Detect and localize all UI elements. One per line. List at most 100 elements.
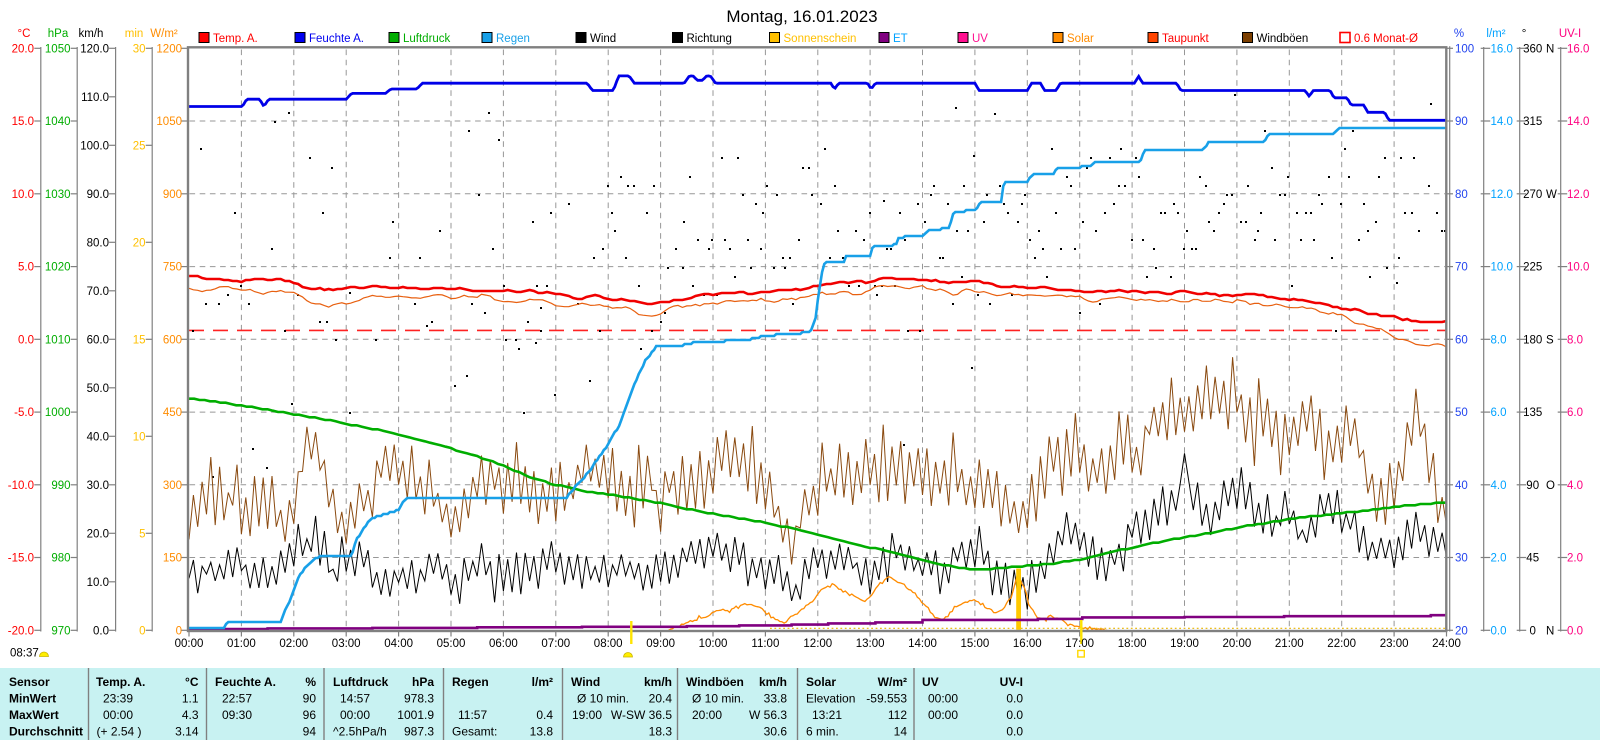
svg-text:05:00: 05:00 <box>437 638 466 650</box>
svg-text:UV: UV <box>972 33 988 45</box>
svg-text:20:00: 20:00 <box>692 708 722 722</box>
svg-text:08:37: 08:37 <box>10 648 39 660</box>
svg-text:5.0: 5.0 <box>18 262 34 274</box>
svg-text:16:00: 16:00 <box>1013 638 1042 650</box>
svg-text:1030: 1030 <box>45 189 71 201</box>
svg-text:16.0: 16.0 <box>1567 43 1589 55</box>
svg-text:13.8: 13.8 <box>530 725 554 739</box>
svg-text:100.0: 100.0 <box>80 140 109 152</box>
svg-text:W: W <box>1546 189 1557 201</box>
svg-text:110.0: 110.0 <box>81 92 109 104</box>
svg-text:90: 90 <box>303 692 317 706</box>
svg-text:Elevation: Elevation <box>806 692 855 706</box>
svg-text:°C: °C <box>185 675 199 689</box>
svg-text:13:00: 13:00 <box>856 638 885 650</box>
svg-text:00:00: 00:00 <box>103 708 133 722</box>
svg-text:11:00: 11:00 <box>751 638 779 650</box>
svg-text:08:00: 08:00 <box>594 638 623 650</box>
svg-text:14:57: 14:57 <box>340 692 370 706</box>
svg-text:00:00: 00:00 <box>340 708 370 722</box>
svg-text:^2.5hPa/h: ^2.5hPa/h <box>333 725 387 739</box>
svg-text:30.0: 30.0 <box>87 480 109 492</box>
svg-text:450: 450 <box>163 407 182 419</box>
svg-text:Solar: Solar <box>1067 33 1094 45</box>
svg-text:W/m²: W/m² <box>150 28 178 40</box>
svg-text:20.0: 20.0 <box>12 43 34 55</box>
svg-text:17:00: 17:00 <box>1065 638 1094 650</box>
svg-text:03:00: 03:00 <box>332 638 361 650</box>
svg-text:hPa: hPa <box>412 675 434 689</box>
svg-text:4.3: 4.3 <box>182 708 199 722</box>
svg-text:90.0: 90.0 <box>87 189 109 201</box>
svg-text:0.6 Monat-Ø: 0.6 Monat-Ø <box>1354 33 1418 45</box>
svg-text:12:00: 12:00 <box>803 638 832 650</box>
svg-text:Solar: Solar <box>806 675 836 689</box>
svg-text:N: N <box>1546 625 1554 637</box>
svg-text:3.14: 3.14 <box>175 725 199 739</box>
svg-text:15:00: 15:00 <box>961 638 990 650</box>
svg-text:90: 90 <box>1455 116 1468 128</box>
svg-text:02:00: 02:00 <box>279 638 308 650</box>
svg-text:40.0: 40.0 <box>87 431 109 443</box>
svg-text:25: 25 <box>133 140 146 152</box>
svg-text:0.0: 0.0 <box>1567 625 1583 637</box>
svg-text:225: 225 <box>1523 262 1542 274</box>
svg-text:315: 315 <box>1523 116 1542 128</box>
svg-text:l/m²: l/m² <box>1486 28 1505 40</box>
svg-text:96: 96 <box>303 708 317 722</box>
svg-text:Temp. A.: Temp. A. <box>213 33 258 45</box>
svg-text:0.0: 0.0 <box>18 334 34 346</box>
svg-text:20:00: 20:00 <box>1223 638 1252 650</box>
svg-text:°C: °C <box>18 28 31 40</box>
svg-text:Richtung: Richtung <box>687 33 732 45</box>
svg-text:30.6: 30.6 <box>764 725 788 739</box>
svg-text:06:00: 06:00 <box>489 638 518 650</box>
svg-text:360: 360 <box>1523 43 1542 55</box>
svg-text:90: 90 <box>1526 480 1539 492</box>
svg-text:10:00: 10:00 <box>699 638 728 650</box>
svg-text:2.0: 2.0 <box>1491 553 1507 565</box>
svg-text:l/m²: l/m² <box>532 675 553 689</box>
svg-text:Sensor: Sensor <box>9 675 50 689</box>
svg-text:14.0: 14.0 <box>1491 116 1513 128</box>
svg-text:1020: 1020 <box>45 262 71 274</box>
svg-text:-59.553: -59.553 <box>866 692 907 706</box>
svg-text:4.0: 4.0 <box>1567 480 1583 492</box>
svg-text:ET: ET <box>893 33 908 45</box>
svg-text:00:00: 00:00 <box>928 692 958 706</box>
svg-text:00:00: 00:00 <box>175 638 204 650</box>
svg-text:11:57: 11:57 <box>458 708 487 722</box>
svg-text:60: 60 <box>1455 334 1468 346</box>
svg-text:-5.0: -5.0 <box>14 407 34 419</box>
svg-text:978.3: 978.3 <box>404 692 434 706</box>
svg-text:33.8: 33.8 <box>764 692 788 706</box>
svg-text:5: 5 <box>139 528 145 540</box>
svg-text:min: min <box>125 28 144 40</box>
svg-text:0.0: 0.0 <box>93 625 109 637</box>
svg-text:20.4: 20.4 <box>649 692 673 706</box>
svg-text:1001.9: 1001.9 <box>397 708 434 722</box>
svg-text:10: 10 <box>133 431 146 443</box>
svg-text:94: 94 <box>303 725 317 739</box>
svg-text:19:00: 19:00 <box>1170 638 1199 650</box>
svg-text:Feuchte A.: Feuchte A. <box>215 675 276 689</box>
svg-text:Temp. A.: Temp. A. <box>96 675 145 689</box>
svg-text:Luftdruck: Luftdruck <box>403 33 451 45</box>
svg-text:750: 750 <box>163 262 182 274</box>
svg-text:21:00: 21:00 <box>1275 638 1304 650</box>
svg-text:900: 900 <box>163 189 182 201</box>
svg-text:Windböen: Windböen <box>1257 33 1309 45</box>
svg-text:(+ 2.54 ): (+ 2.54 ) <box>97 725 142 739</box>
svg-text:km/h: km/h <box>644 675 672 689</box>
svg-text:14: 14 <box>894 725 908 739</box>
svg-text:Sonnenschein: Sonnenschein <box>784 33 857 45</box>
svg-text:Ø 10 min.: Ø 10 min. <box>692 692 744 706</box>
svg-text:07:00: 07:00 <box>541 638 570 650</box>
svg-text:W-SW 36.5: W-SW 36.5 <box>611 708 672 722</box>
svg-text:hPa: hPa <box>48 28 69 40</box>
svg-text:6.0: 6.0 <box>1567 407 1583 419</box>
svg-text:0.0: 0.0 <box>1006 692 1023 706</box>
svg-text:23:00: 23:00 <box>1380 638 1409 650</box>
svg-text:10.0: 10.0 <box>12 189 34 201</box>
svg-text:0: 0 <box>176 625 182 637</box>
